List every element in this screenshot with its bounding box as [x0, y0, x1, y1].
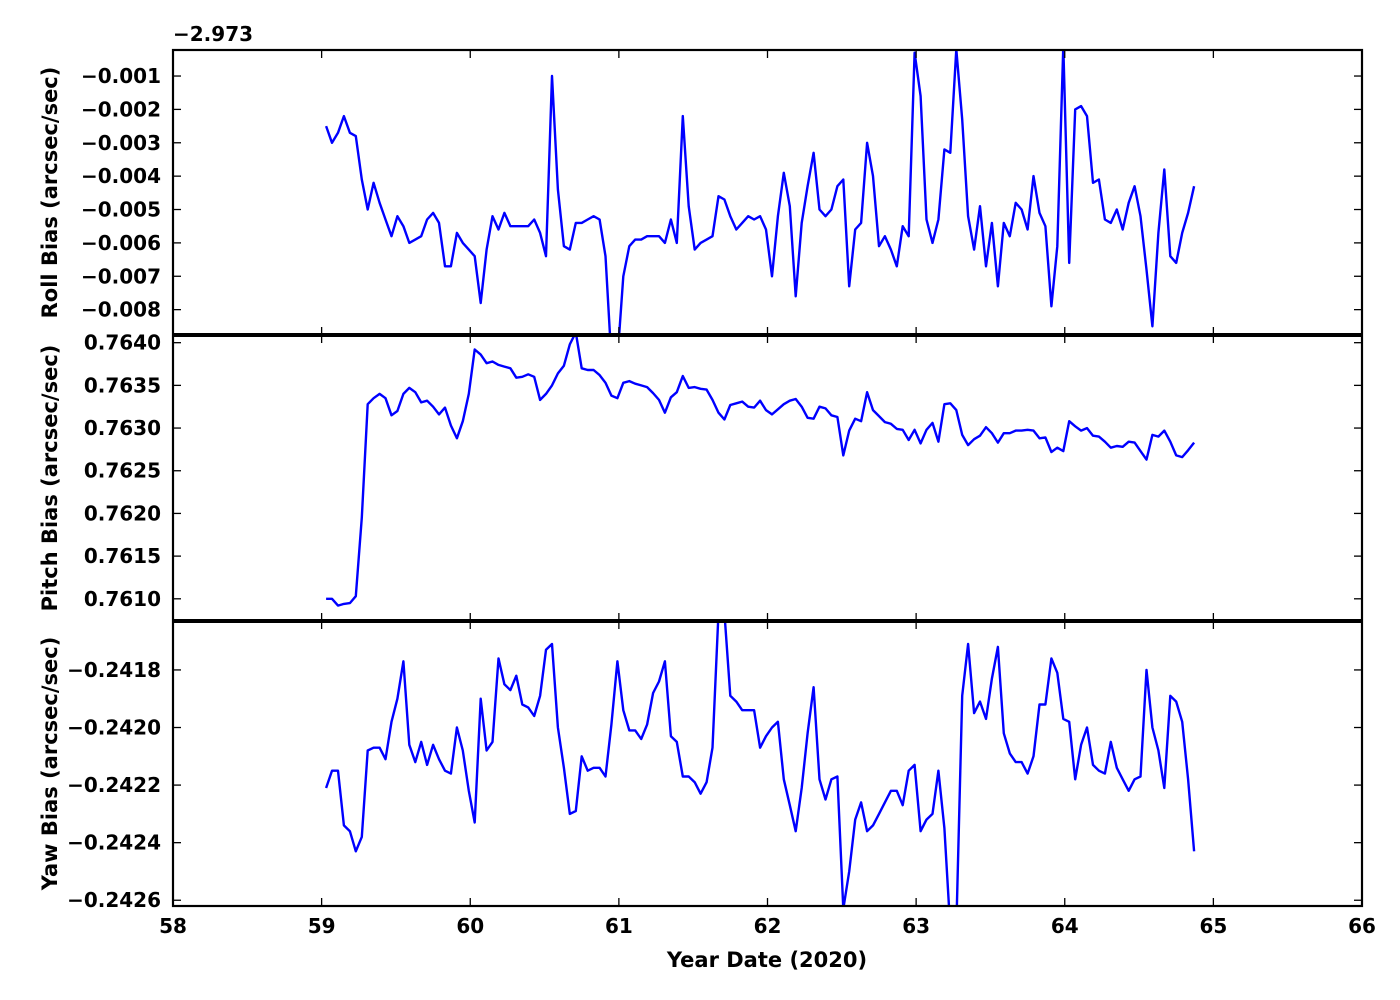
yaw-ytick-label: −0.2426	[67, 888, 161, 912]
pitch-ytick-label: 0.7630	[84, 416, 161, 440]
panel-pitch: 0.7610 0.7615 0.7620 0.7625 0.7630 0.7635 0.76…	[38, 331, 1363, 621]
roll-ytick-label: −0.007	[81, 264, 161, 288]
pitch-ytick-label: 0.7635	[84, 373, 161, 397]
roll-ytick-label: −0.002	[81, 97, 161, 121]
roll-y-axis-label: Roll Bias (arcsec/sec)	[38, 67, 62, 319]
x-axis-label: Year Date (2020)	[666, 948, 867, 972]
pitch-ytick-label: 0.7625	[84, 459, 161, 483]
yaw-ytick-label: −0.2420	[67, 716, 161, 740]
yaw-ytick-label: −0.2418	[67, 658, 161, 682]
roll-ytick-label: −0.008	[81, 298, 161, 322]
panel-roll: −0.001 −0.002 −0.003 −0.004 −0.005 −0.006 −0.0…	[38, 22, 1363, 335]
x-tick-label: 61	[605, 914, 633, 938]
yaw-y-axis-label: Yaw Bias (arcsec/sec)	[38, 637, 62, 892]
roll-ytick-label: −0.004	[81, 164, 161, 188]
x-tick-label: 60	[456, 914, 484, 938]
x-tick-label: 58	[159, 914, 187, 938]
x-tick-label: 65	[1199, 914, 1227, 938]
yaw-ytick-label: −0.2422	[67, 773, 161, 797]
yaw-ytick-label: −0.2424	[67, 831, 161, 855]
panels-layer: −0.001 −0.002 −0.003 −0.004 −0.005 −0.006 −0.0…	[38, 22, 1363, 912]
frames-layer	[171, 48, 1364, 908]
x-axis: 58 59 60 61 62 63 64 65 66	[159, 914, 1376, 938]
pitch-series-line	[326, 335, 1196, 607]
x-tick-label: 66	[1348, 914, 1376, 938]
yaw-series-line	[324, 621, 1196, 906]
roll-ytick-label: −0.005	[81, 198, 161, 222]
x-tick-label: 64	[1051, 914, 1079, 938]
pitch-y-axis-label: Pitch Bias (arcsec/sec)	[38, 345, 62, 612]
x-tick-label: 62	[754, 914, 782, 938]
pitch-ytick-label: 0.7620	[84, 501, 161, 525]
pitch-ytick-label: 0.7610	[84, 587, 161, 611]
roll-ytick-label: −0.001	[81, 64, 161, 88]
x-tick-label: 63	[902, 914, 930, 938]
roll-ytick-label: −0.006	[81, 231, 161, 255]
x-tick-label: 59	[308, 914, 336, 938]
plot-frame	[171, 48, 1364, 908]
roll-offset-label: −2.973	[173, 22, 253, 46]
pitch-ytick-label: 0.7615	[84, 544, 161, 568]
pitch-ytick-label: 0.7640	[84, 331, 161, 355]
roll-series-line	[324, 50, 1196, 335]
roll-ytick-label: −0.003	[81, 131, 161, 155]
